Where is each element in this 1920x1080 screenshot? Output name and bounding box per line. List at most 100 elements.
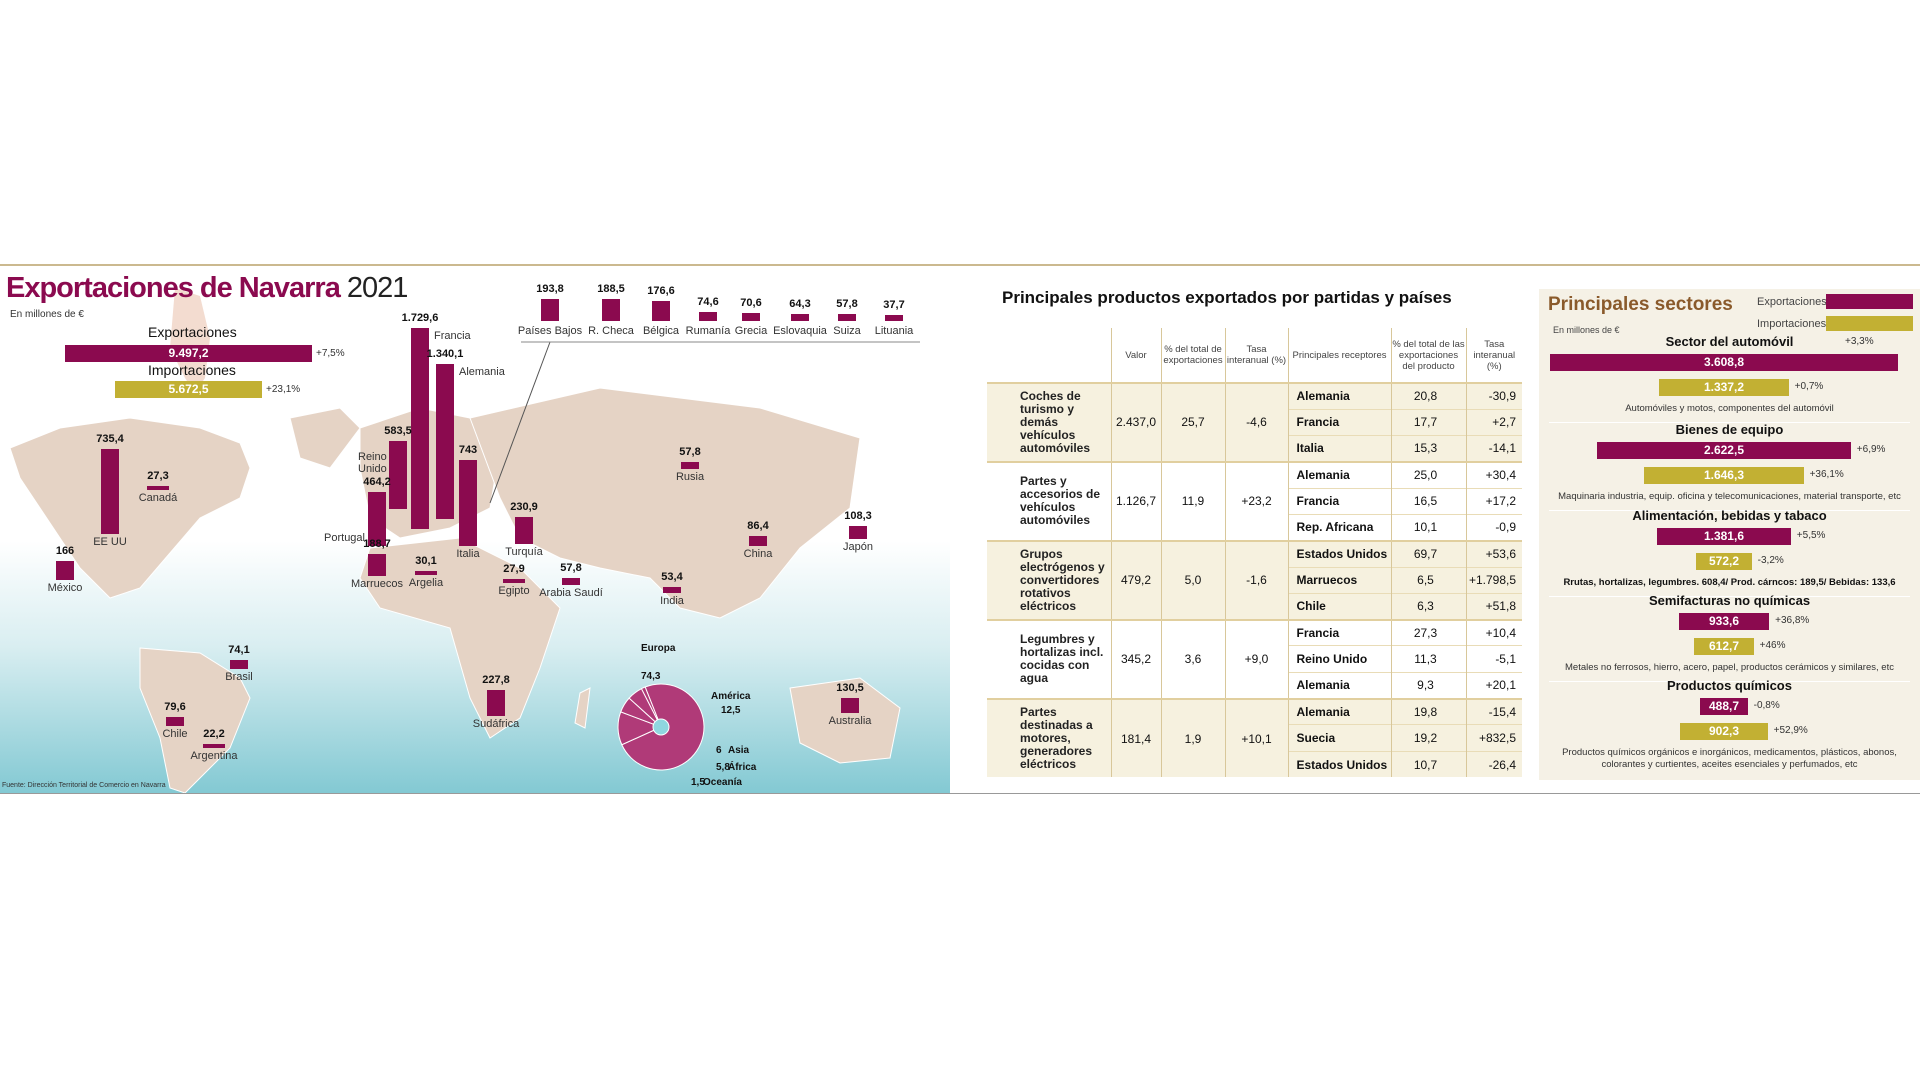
country-label: India <box>660 595 684 607</box>
table-row: Italia 15,3 -14,1 <box>987 435 1522 462</box>
table-row: Suecia 19,2 +832,5 <box>987 724 1522 752</box>
receiver-country: Chile <box>1287 592 1391 620</box>
receiver-country: Alemania <box>1287 697 1391 725</box>
imports-change: +23,1% <box>266 384 301 395</box>
sector-divider <box>1549 510 1910 511</box>
europe-country-label: Grecia <box>734 325 768 337</box>
country-bar <box>663 586 681 593</box>
callout-line <box>489 341 551 504</box>
pie-label: 6 <box>716 745 722 756</box>
product-rate: +10,1 <box>1224 697 1288 778</box>
country-label: Portugal <box>324 532 365 544</box>
europe-country-label: Países Bajos <box>517 325 583 337</box>
product-share: 25,7 <box>1160 382 1225 462</box>
europe-country-label: Bélgica <box>642 325 680 337</box>
table-row: Partes y accesorios de vehículos automóv… <box>987 460 1522 541</box>
country-value: 57,8 <box>679 446 701 459</box>
sector-description: Automóviles y motos, componentes del aut… <box>1625 403 1834 414</box>
madagascar <box>574 687 591 729</box>
receiver-rate: +1.798,5 <box>1465 566 1522 594</box>
imports-total-bar: 5.672,5 <box>115 381 262 398</box>
country-label: China <box>743 548 773 560</box>
pie-category: América <box>711 691 751 702</box>
product-value: 479,2 <box>1110 539 1161 620</box>
country-label: Reino Unido <box>358 451 387 476</box>
receiver-share: 19,2 <box>1390 724 1466 752</box>
country-bar <box>230 660 248 669</box>
country-bar <box>56 560 74 580</box>
country-value: 108,3 <box>844 510 872 523</box>
sector-imports-bar: 902,3 <box>1680 723 1768 740</box>
australia <box>789 677 901 764</box>
europe-country-label: Lituania <box>874 325 914 337</box>
legend-imports-swatch <box>1826 316 1913 331</box>
europe-country-bar <box>742 312 760 321</box>
north-america <box>9 417 251 599</box>
pie-slice <box>640 686 662 728</box>
country-bar <box>487 689 505 716</box>
europe-country-value: 74,6 <box>697 296 719 309</box>
table-row: Grupos electrógenos y convertidores rota… <box>987 539 1522 620</box>
country-bar <box>841 697 859 713</box>
sector-exports-change: +36,8% <box>1775 615 1810 626</box>
sector-exports-change: +6,9% <box>1856 444 1886 455</box>
receiver-rate: -14,1 <box>1465 435 1522 462</box>
country-label: Argelia <box>408 577 444 589</box>
country-label: Australia <box>828 715 872 727</box>
receiver-share: 16,5 <box>1390 487 1466 515</box>
continent-pie <box>617 683 705 771</box>
imports-label: Importaciones <box>148 362 236 378</box>
europe-country-bar <box>602 299 620 321</box>
sector-imports-bar: 1.337,2 <box>1659 379 1789 396</box>
table-header: Principales receptores <box>1287 328 1391 383</box>
sector-title: Alimentación, bebidas y tabaco <box>1632 508 1827 523</box>
receiver-rate: +30,4 <box>1465 460 1522 489</box>
country-value: 188,7 <box>363 538 391 551</box>
table-row: Alemania 9,3 +20,1 <box>987 671 1522 699</box>
country-value: 130,5 <box>836 681 864 694</box>
country-label: México <box>47 582 83 594</box>
product-share: 5,0 <box>1160 539 1225 620</box>
product-name: Coches de turismo y demás vehículos auto… <box>987 382 1111 462</box>
sector-imports-change: +52,9% <box>1773 725 1808 736</box>
country-label: Argentina <box>190 750 238 762</box>
receiver-share: 17,7 <box>1390 408 1466 436</box>
country-bar <box>147 486 169 490</box>
receiver-rate: +10,4 <box>1465 618 1522 646</box>
receiver-share: 6,3 <box>1390 592 1466 620</box>
europe-country-label: Rumanía <box>685 325 731 337</box>
country-value: 743 <box>458 443 478 456</box>
country-label: EE UU <box>93 536 127 548</box>
country-value: 583,5 <box>384 425 412 438</box>
product-rate: -1,6 <box>1224 539 1288 620</box>
sector-description: Maquinaria industria, equip. oficina y t… <box>1558 491 1901 502</box>
receiver-share: 9,3 <box>1390 671 1466 699</box>
receiver-rate: -15,4 <box>1465 697 1522 725</box>
pie-label: 1,5 <box>691 777 705 788</box>
sector-divider <box>1549 422 1910 423</box>
receiver-share: 20,8 <box>1390 381 1466 410</box>
sectors-unit: En millones de € <box>1553 325 1620 335</box>
table-header: % del total de las exportaciones del pro… <box>1390 328 1466 383</box>
sector-exports-bar: 488,7 <box>1700 698 1748 715</box>
receiver-share: 19,8 <box>1390 697 1466 725</box>
country-value: 57,8 <box>560 562 582 575</box>
country-bar <box>203 744 225 748</box>
receiver-share: 27,3 <box>1390 618 1466 646</box>
receiver-share: 6,5 <box>1390 566 1466 594</box>
receiver-country: Francia <box>1287 408 1391 436</box>
source-note: Fuente: Dirección Territorial de Comerci… <box>2 782 166 789</box>
country-value: 74,1 <box>228 644 250 657</box>
top-rule <box>0 264 1920 266</box>
receiver-country: Alemania <box>1287 671 1391 699</box>
country-label: Italia <box>456 548 480 560</box>
country-bar <box>515 517 533 544</box>
country-bar <box>166 716 184 726</box>
asia <box>469 387 861 619</box>
pie-center <box>652 718 670 736</box>
product-value: 181,4 <box>1110 697 1161 778</box>
receiver-country: Italia <box>1287 435 1391 462</box>
country-value: 27,3 <box>147 470 169 482</box>
europe-country-value: 64,3 <box>789 297 811 310</box>
table-row: Estados Unidos 10,7 -26,4 <box>987 750 1522 778</box>
